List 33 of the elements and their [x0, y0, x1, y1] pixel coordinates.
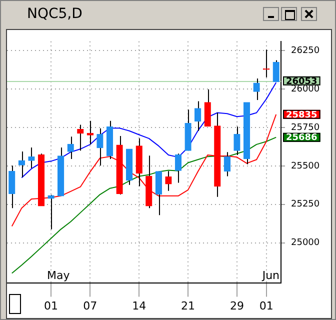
x-tick-label: 01	[44, 299, 58, 312]
annotation: Jun	[261, 269, 280, 282]
x-tick-label: 14	[132, 299, 146, 312]
candlestick	[8, 165, 16, 209]
candlestick	[253, 78, 260, 100]
candlestick	[155, 170, 162, 216]
candlestick	[262, 49, 270, 78]
y-tick-label: 26000	[291, 84, 320, 94]
x-tick-label: 29	[230, 299, 244, 312]
x-tick-label: 21	[181, 299, 196, 312]
y-tick-label: 26250	[291, 46, 320, 56]
data-label: 25835	[286, 110, 318, 120]
x-tick-label: 01	[259, 299, 274, 312]
y-tick-label: 25250	[291, 200, 320, 210]
candlestick	[174, 153, 182, 184]
annotation: May	[47, 269, 70, 282]
candlestick	[67, 136, 74, 160]
chart-title: NQC5,D	[27, 6, 82, 22]
candlestick	[204, 88, 211, 127]
candlestick	[194, 100, 202, 132]
x-tick-label: 07	[83, 299, 98, 312]
candlestick	[28, 146, 35, 169]
y-tick-label: 25000	[291, 238, 320, 248]
candlestick	[77, 124, 84, 152]
ref-line-label: 26053	[286, 76, 318, 87]
candlestick	[224, 152, 231, 177]
data-label: 25686	[286, 133, 318, 144]
candlestick	[18, 150, 26, 178]
candlestick	[96, 128, 104, 166]
y-tick-label: 25500	[291, 161, 320, 172]
candlestick	[165, 170, 172, 192]
candlestick	[234, 126, 240, 156]
y-tick-label: 25750	[291, 122, 320, 133]
